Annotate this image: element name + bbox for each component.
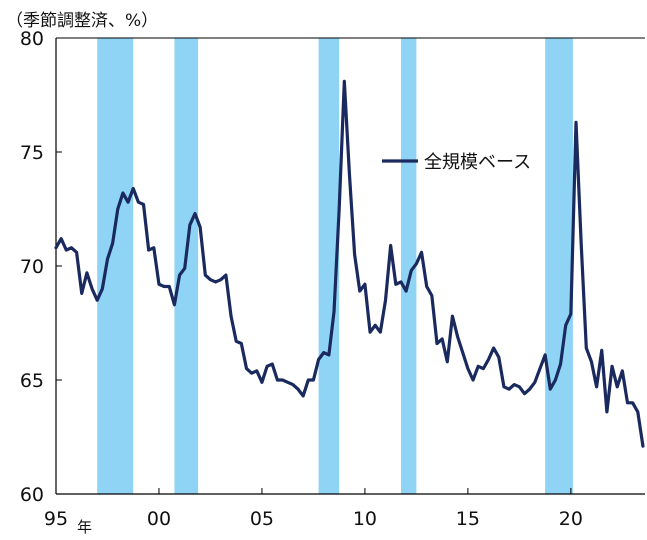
x-tick-label-10: 10 — [353, 508, 377, 530]
y-tick-label-75: 75 — [20, 142, 44, 164]
y-tick-label-60: 60 — [20, 484, 44, 506]
series-line-0 — [54, 79, 645, 448]
legend: 全規模ベース — [382, 152, 531, 173]
shaded-band-2 — [318, 38, 340, 494]
series-group — [54, 79, 645, 448]
y-tick-label-70: 70 — [20, 256, 44, 278]
axes: 60 65 70 75 80 95 年 00 05 10 15 20 — [20, 28, 645, 536]
x-tick-label-05: 05 — [250, 508, 274, 530]
y-tick-label-80: 80 — [20, 28, 44, 50]
y-tick-label-65: 65 — [20, 370, 44, 392]
shaded-band-4 — [545, 38, 573, 494]
x-tick-label-20: 20 — [559, 508, 583, 530]
y-unit-label: （季節調整済、%） — [6, 11, 159, 31]
x-tick-label-95: 95 — [44, 508, 68, 530]
shaded-band-3 — [400, 38, 417, 494]
x-tick-label-15: 15 — [456, 508, 480, 530]
legend-label: 全規模ベース — [424, 152, 531, 173]
x-year-suffix: 年 — [77, 518, 92, 536]
shaded-band-0 — [97, 38, 134, 494]
x-tick-label-00: 00 — [147, 508, 171, 530]
